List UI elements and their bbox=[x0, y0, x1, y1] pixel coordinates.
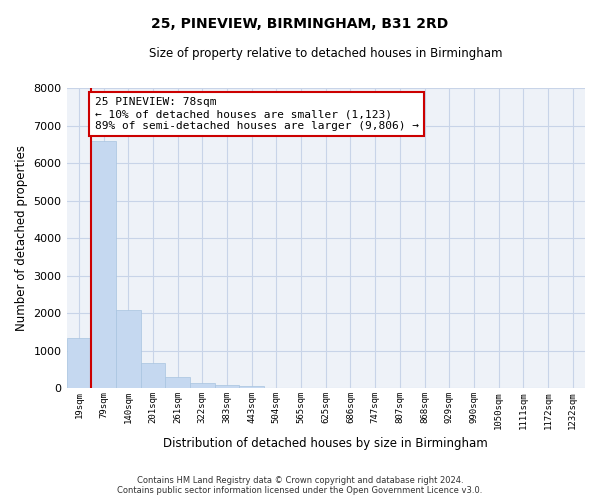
Bar bbox=[91, 140, 116, 388]
Bar bbox=[190, 382, 215, 388]
Bar bbox=[67, 338, 91, 388]
Bar bbox=[140, 364, 165, 388]
Text: Contains HM Land Registry data © Crown copyright and database right 2024.
Contai: Contains HM Land Registry data © Crown c… bbox=[118, 476, 482, 495]
Text: 25 PINEVIEW: 78sqm
← 10% of detached houses are smaller (1,123)
89% of semi-deta: 25 PINEVIEW: 78sqm ← 10% of detached hou… bbox=[95, 98, 419, 130]
Y-axis label: Number of detached properties: Number of detached properties bbox=[15, 145, 28, 331]
Bar bbox=[215, 386, 239, 388]
Title: Size of property relative to detached houses in Birmingham: Size of property relative to detached ho… bbox=[149, 48, 503, 60]
Text: 25, PINEVIEW, BIRMINGHAM, B31 2RD: 25, PINEVIEW, BIRMINGHAM, B31 2RD bbox=[151, 18, 449, 32]
Bar bbox=[239, 386, 264, 388]
Bar bbox=[116, 310, 140, 388]
Bar bbox=[165, 377, 190, 388]
X-axis label: Distribution of detached houses by size in Birmingham: Distribution of detached houses by size … bbox=[163, 437, 488, 450]
